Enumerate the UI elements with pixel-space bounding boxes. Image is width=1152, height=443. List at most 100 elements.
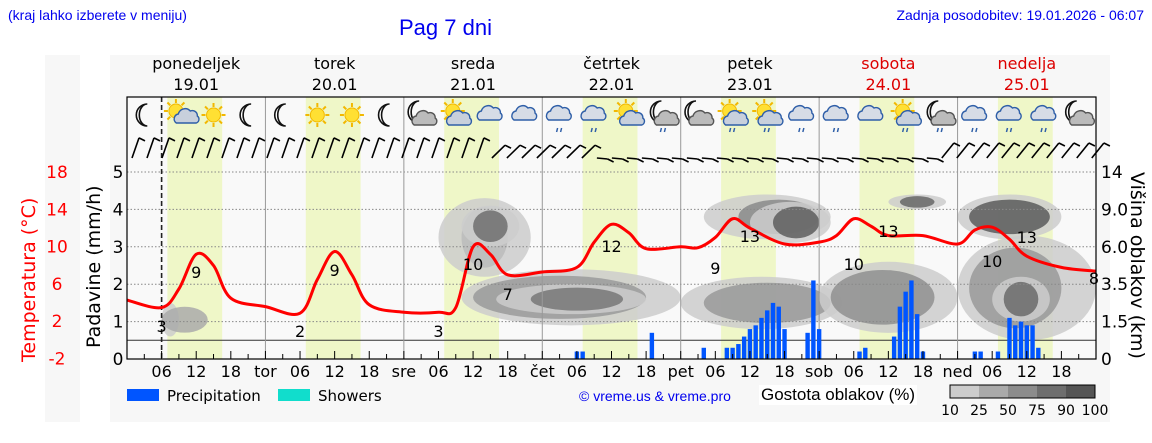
hour-tick-label: 18 bbox=[497, 362, 517, 381]
day-date: 23.01 bbox=[727, 75, 773, 94]
region-hint: (kraj lahko izberete v meniju) bbox=[8, 7, 187, 23]
wind-barb-flag bbox=[1043, 142, 1051, 147]
wind-barb-flag bbox=[153, 137, 161, 142]
wind-barb-flag bbox=[594, 144, 602, 149]
sun-icon bbox=[305, 103, 330, 127]
wind-barb-flag bbox=[534, 144, 542, 149]
wind-barb-icon bbox=[671, 157, 683, 160]
precipitation-bar bbox=[1036, 347, 1041, 359]
precipitation-bar bbox=[701, 347, 706, 359]
wind-barb-icon bbox=[476, 137, 485, 159]
precipitation-axis-label: Padavine (mm/h) bbox=[83, 185, 105, 348]
wind-barb-icon bbox=[806, 157, 818, 160]
sun-cloud-rain-icon bbox=[890, 99, 922, 133]
hour-tick-label: 18 bbox=[913, 362, 933, 381]
wind-barb-flag bbox=[682, 158, 689, 163]
hour-tick-label: 18 bbox=[221, 362, 241, 381]
day-short-label: sre bbox=[392, 362, 416, 381]
wind-barb-flag bbox=[348, 137, 356, 142]
wind-barb-icon bbox=[236, 137, 245, 159]
cloud-rain-icon bbox=[822, 105, 849, 133]
wind-barb-icon bbox=[371, 137, 380, 159]
cloud-density-swatch bbox=[950, 385, 979, 398]
hour-tick-label: 18 bbox=[774, 362, 794, 381]
temperature-label: 13 bbox=[878, 222, 898, 241]
wind-barb-flag bbox=[438, 137, 446, 142]
temp-tick: 2 bbox=[52, 312, 63, 332]
precipitation-bar bbox=[1024, 325, 1029, 359]
wind-barb-icon bbox=[251, 137, 260, 159]
hour-tick-label: 12 bbox=[740, 362, 760, 381]
cloud-density-core bbox=[161, 306, 208, 333]
moon-cloud-rain-icon bbox=[649, 100, 680, 133]
cloud-height-tick: 6.0 bbox=[1101, 238, 1128, 258]
wind-barb-icon bbox=[506, 144, 521, 159]
precip-tick: 2 bbox=[113, 275, 124, 295]
precip-tick: 5 bbox=[113, 163, 124, 183]
wind-barb-icon bbox=[641, 157, 653, 160]
precipitation-bar bbox=[816, 329, 822, 359]
temperature-label: 9 bbox=[191, 263, 201, 282]
day-date: 20.01 bbox=[312, 75, 358, 94]
day-short-label: tor bbox=[254, 362, 277, 381]
hour-tick-label: 18 bbox=[636, 362, 656, 381]
cloud-rain-icon bbox=[1030, 105, 1057, 133]
wind-barb-flag bbox=[138, 137, 146, 142]
precipitation-bar bbox=[770, 302, 776, 359]
hour-tick-label: 12 bbox=[324, 362, 344, 381]
cloud-rain-icon bbox=[545, 105, 572, 133]
wind-barb-flag bbox=[453, 137, 461, 142]
cloud-rain-icon bbox=[788, 105, 815, 133]
credit-link[interactable]: © vreme.us & vreme.pro bbox=[579, 388, 731, 404]
wind-barb-flag bbox=[333, 137, 341, 142]
precip-tick: 3 bbox=[113, 238, 124, 258]
wind-barb-flag bbox=[847, 158, 854, 163]
wind-barb-flag bbox=[772, 158, 779, 163]
precipitation-bar bbox=[811, 280, 816, 359]
temperature-axis-panel bbox=[45, 55, 80, 422]
cloud-density-swatch bbox=[1037, 385, 1066, 398]
precipitation-bar bbox=[909, 280, 914, 359]
day-date: 24.01 bbox=[865, 75, 911, 94]
wind-barb-icon bbox=[386, 137, 395, 159]
precipitation-bar bbox=[1030, 325, 1035, 359]
wind-barb-flag bbox=[983, 142, 991, 147]
sun-icon bbox=[339, 103, 364, 127]
precipitation-bar bbox=[759, 317, 764, 359]
precipitation-legend-swatch bbox=[127, 389, 159, 401]
moon-icon bbox=[239, 103, 252, 127]
cloud-density-core bbox=[830, 269, 935, 325]
day-short-label: čet bbox=[530, 362, 555, 381]
precipitation-bar bbox=[1013, 325, 1018, 359]
wind-barb-flag bbox=[1058, 142, 1066, 147]
wind-barb-icon bbox=[836, 157, 848, 160]
wind-barb-icon bbox=[986, 142, 1000, 159]
wind-barb-icon bbox=[701, 157, 713, 160]
day-name: sobota bbox=[861, 54, 915, 73]
wind-barb-flag bbox=[832, 158, 839, 163]
cloud-density-core bbox=[899, 196, 935, 208]
wind-barb-icon bbox=[461, 137, 470, 159]
wind-barb-icon bbox=[716, 157, 728, 160]
precipitation-bar bbox=[805, 332, 810, 359]
hour-tick-label: 06 bbox=[982, 362, 1002, 381]
wind-barb-flag bbox=[363, 137, 371, 142]
hour-tick-label: 06 bbox=[705, 362, 725, 381]
wind-barb-icon bbox=[416, 137, 425, 159]
hour-tick-label: 18 bbox=[1051, 362, 1071, 381]
wind-barb-icon bbox=[611, 157, 623, 160]
temperature-label: 13 bbox=[740, 227, 760, 246]
temperature-label: 12 bbox=[601, 237, 621, 256]
precipitation-bar bbox=[730, 347, 735, 359]
moon-cloud-icon bbox=[684, 100, 715, 126]
wind-barb-icon bbox=[911, 157, 923, 160]
wind-barb-flag bbox=[953, 142, 961, 147]
wind-barb-flag bbox=[742, 158, 749, 163]
page-title: Pag 7 dni bbox=[399, 15, 492, 40]
wind-barb-icon bbox=[221, 137, 230, 159]
sun-cloud-icon bbox=[613, 99, 646, 126]
day-name: petek bbox=[727, 54, 773, 73]
wind-barb-flag bbox=[1073, 142, 1081, 147]
wind-barb-flag bbox=[408, 137, 416, 142]
